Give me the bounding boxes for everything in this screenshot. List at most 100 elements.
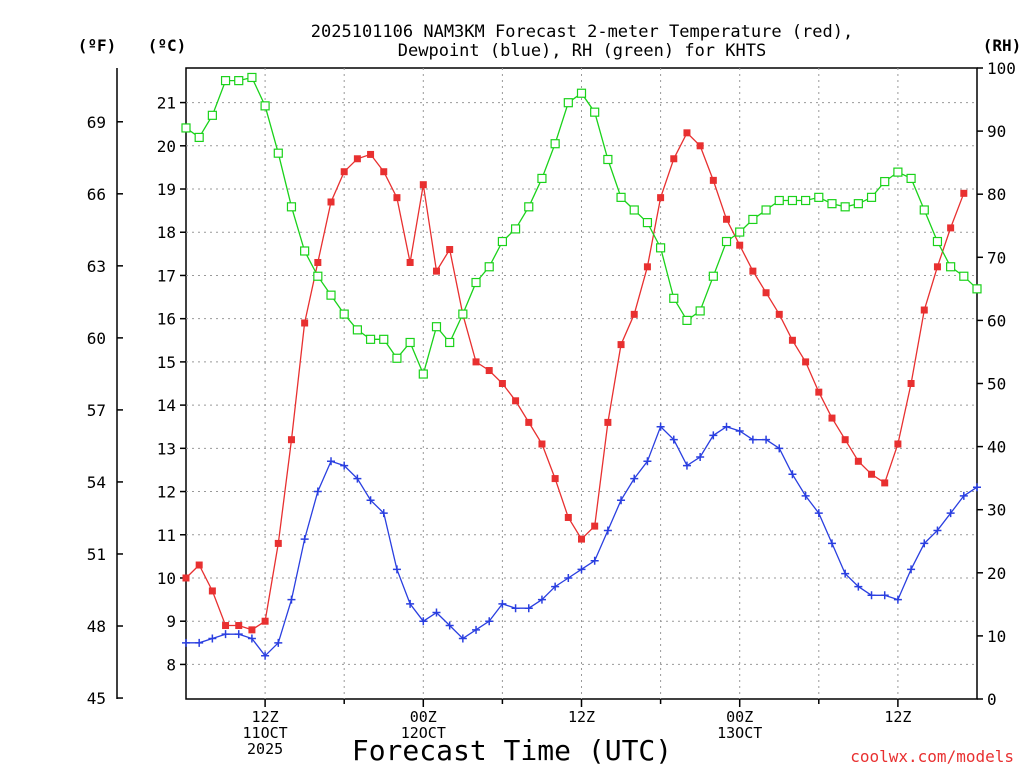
celsius-tick-label: 19 <box>157 180 176 199</box>
celsius-tick-label: 15 <box>157 353 176 372</box>
chart-title-line2: Dewpoint (blue), RH (green) for KHTS <box>398 41 766 61</box>
temperature-point <box>328 198 335 205</box>
dewpoint-point <box>788 470 796 478</box>
chart-title-line1: 2025101106 NAM3KM Forecast 2-meter Tempe… <box>311 22 853 42</box>
dewpoint-point <box>709 431 717 439</box>
fahrenheit-tick-label: 63 <box>87 257 106 276</box>
temperature-point <box>618 341 625 348</box>
temperature-point <box>499 380 506 387</box>
dewpoint-point <box>314 488 322 496</box>
dewpoint-point <box>604 526 612 534</box>
rh-point <box>564 99 572 107</box>
dewpoint-point <box>393 565 401 573</box>
rh-point <box>617 193 625 201</box>
dewpoint-point <box>195 639 203 647</box>
temperature-point <box>552 475 559 482</box>
units-celsius-label: (ºC) <box>148 36 187 55</box>
rh-point <box>406 338 414 346</box>
rh-point <box>446 338 454 346</box>
rh-point <box>696 307 704 315</box>
rh-point <box>828 200 836 208</box>
rh-point <box>775 197 783 205</box>
temperature-point <box>248 626 255 633</box>
temperature-point <box>842 436 849 443</box>
temperature-point <box>407 259 414 266</box>
rh-tick-label: 0 <box>987 690 997 709</box>
temperature-point <box>855 458 862 465</box>
dewpoint-point <box>301 535 309 543</box>
dewpoint-point <box>683 462 691 470</box>
rh-point <box>380 335 388 343</box>
temperature-point <box>565 514 572 521</box>
dewpoint-point <box>591 557 599 565</box>
rh-point <box>274 149 282 157</box>
rh-point <box>327 291 335 299</box>
temperature-point <box>288 436 295 443</box>
fahrenheit-tick-label: 51 <box>87 545 106 564</box>
units-fahrenheit-label: (ºF) <box>78 36 117 55</box>
rh-point <box>643 219 651 227</box>
dewpoint-point <box>525 604 533 612</box>
rh-point <box>235 77 243 85</box>
rh-point <box>208 111 216 119</box>
dewpoint-point <box>327 457 335 465</box>
rh-point <box>947 263 955 271</box>
rh-point <box>393 354 401 362</box>
rh-tick-label: 90 <box>987 122 1006 141</box>
rh-point <box>657 244 665 252</box>
dewpoint-point <box>696 453 704 461</box>
rh-point <box>538 174 546 182</box>
celsius-tick-label: 11 <box>157 526 176 545</box>
rh-point <box>630 206 638 214</box>
temperature-point <box>433 268 440 275</box>
temperature-point <box>222 622 229 629</box>
celsius-tick-label: 8 <box>166 655 176 674</box>
rh-point <box>591 108 599 116</box>
temperature-point <box>183 574 190 581</box>
credit-text: coolwx.com/models <box>850 747 1014 766</box>
rh-point <box>723 238 731 246</box>
dewpoint-point <box>907 565 915 573</box>
rh-point <box>353 326 361 334</box>
temperature-point <box>473 358 480 365</box>
temperature-point <box>341 168 348 175</box>
fahrenheit-tick-label: 54 <box>87 473 106 492</box>
temperature-point <box>934 263 941 270</box>
rh-tick-label: 50 <box>987 375 1006 394</box>
rh-point <box>802 197 810 205</box>
rh-point <box>261 102 269 110</box>
temperature-point <box>881 479 888 486</box>
temperature-point <box>196 562 203 569</box>
temperature-point <box>736 242 743 249</box>
dewpoint-point <box>564 574 572 582</box>
rh-point <box>340 310 348 318</box>
temperature-point <box>921 307 928 314</box>
temperature-point <box>776 311 783 318</box>
celsius-tick-label: 17 <box>157 266 176 285</box>
temperature-point <box>947 224 954 231</box>
temperature-point <box>301 319 308 326</box>
temperature-point <box>275 540 282 547</box>
x-axis-label: Forecast Time (UTC) <box>352 734 672 767</box>
dewpoint-point <box>208 634 216 642</box>
temperature-point <box>209 587 216 594</box>
celsius-tick-label: 21 <box>157 94 176 113</box>
dewpoint-point <box>287 596 295 604</box>
fahrenheit-tick-label: 69 <box>87 113 106 132</box>
dewpoint-point <box>736 427 744 435</box>
dewpoint-point <box>472 626 480 634</box>
rh-point <box>525 203 533 211</box>
rh-tick-label: 100 <box>987 59 1016 78</box>
dewpoint-point <box>881 591 889 599</box>
dewpoint-point <box>578 565 586 573</box>
dewpoint-point <box>894 596 902 604</box>
celsius-tick-label: 20 <box>157 137 176 156</box>
rh-point <box>459 310 467 318</box>
fahrenheit-tick-label: 57 <box>87 401 106 420</box>
fahrenheit-tick-label: 45 <box>87 689 106 708</box>
temperature-point <box>380 168 387 175</box>
x-tick-label: 12Z <box>884 708 911 726</box>
celsius-tick-label: 16 <box>157 310 176 329</box>
rh-point <box>195 133 203 141</box>
temperature-point <box>644 263 651 270</box>
